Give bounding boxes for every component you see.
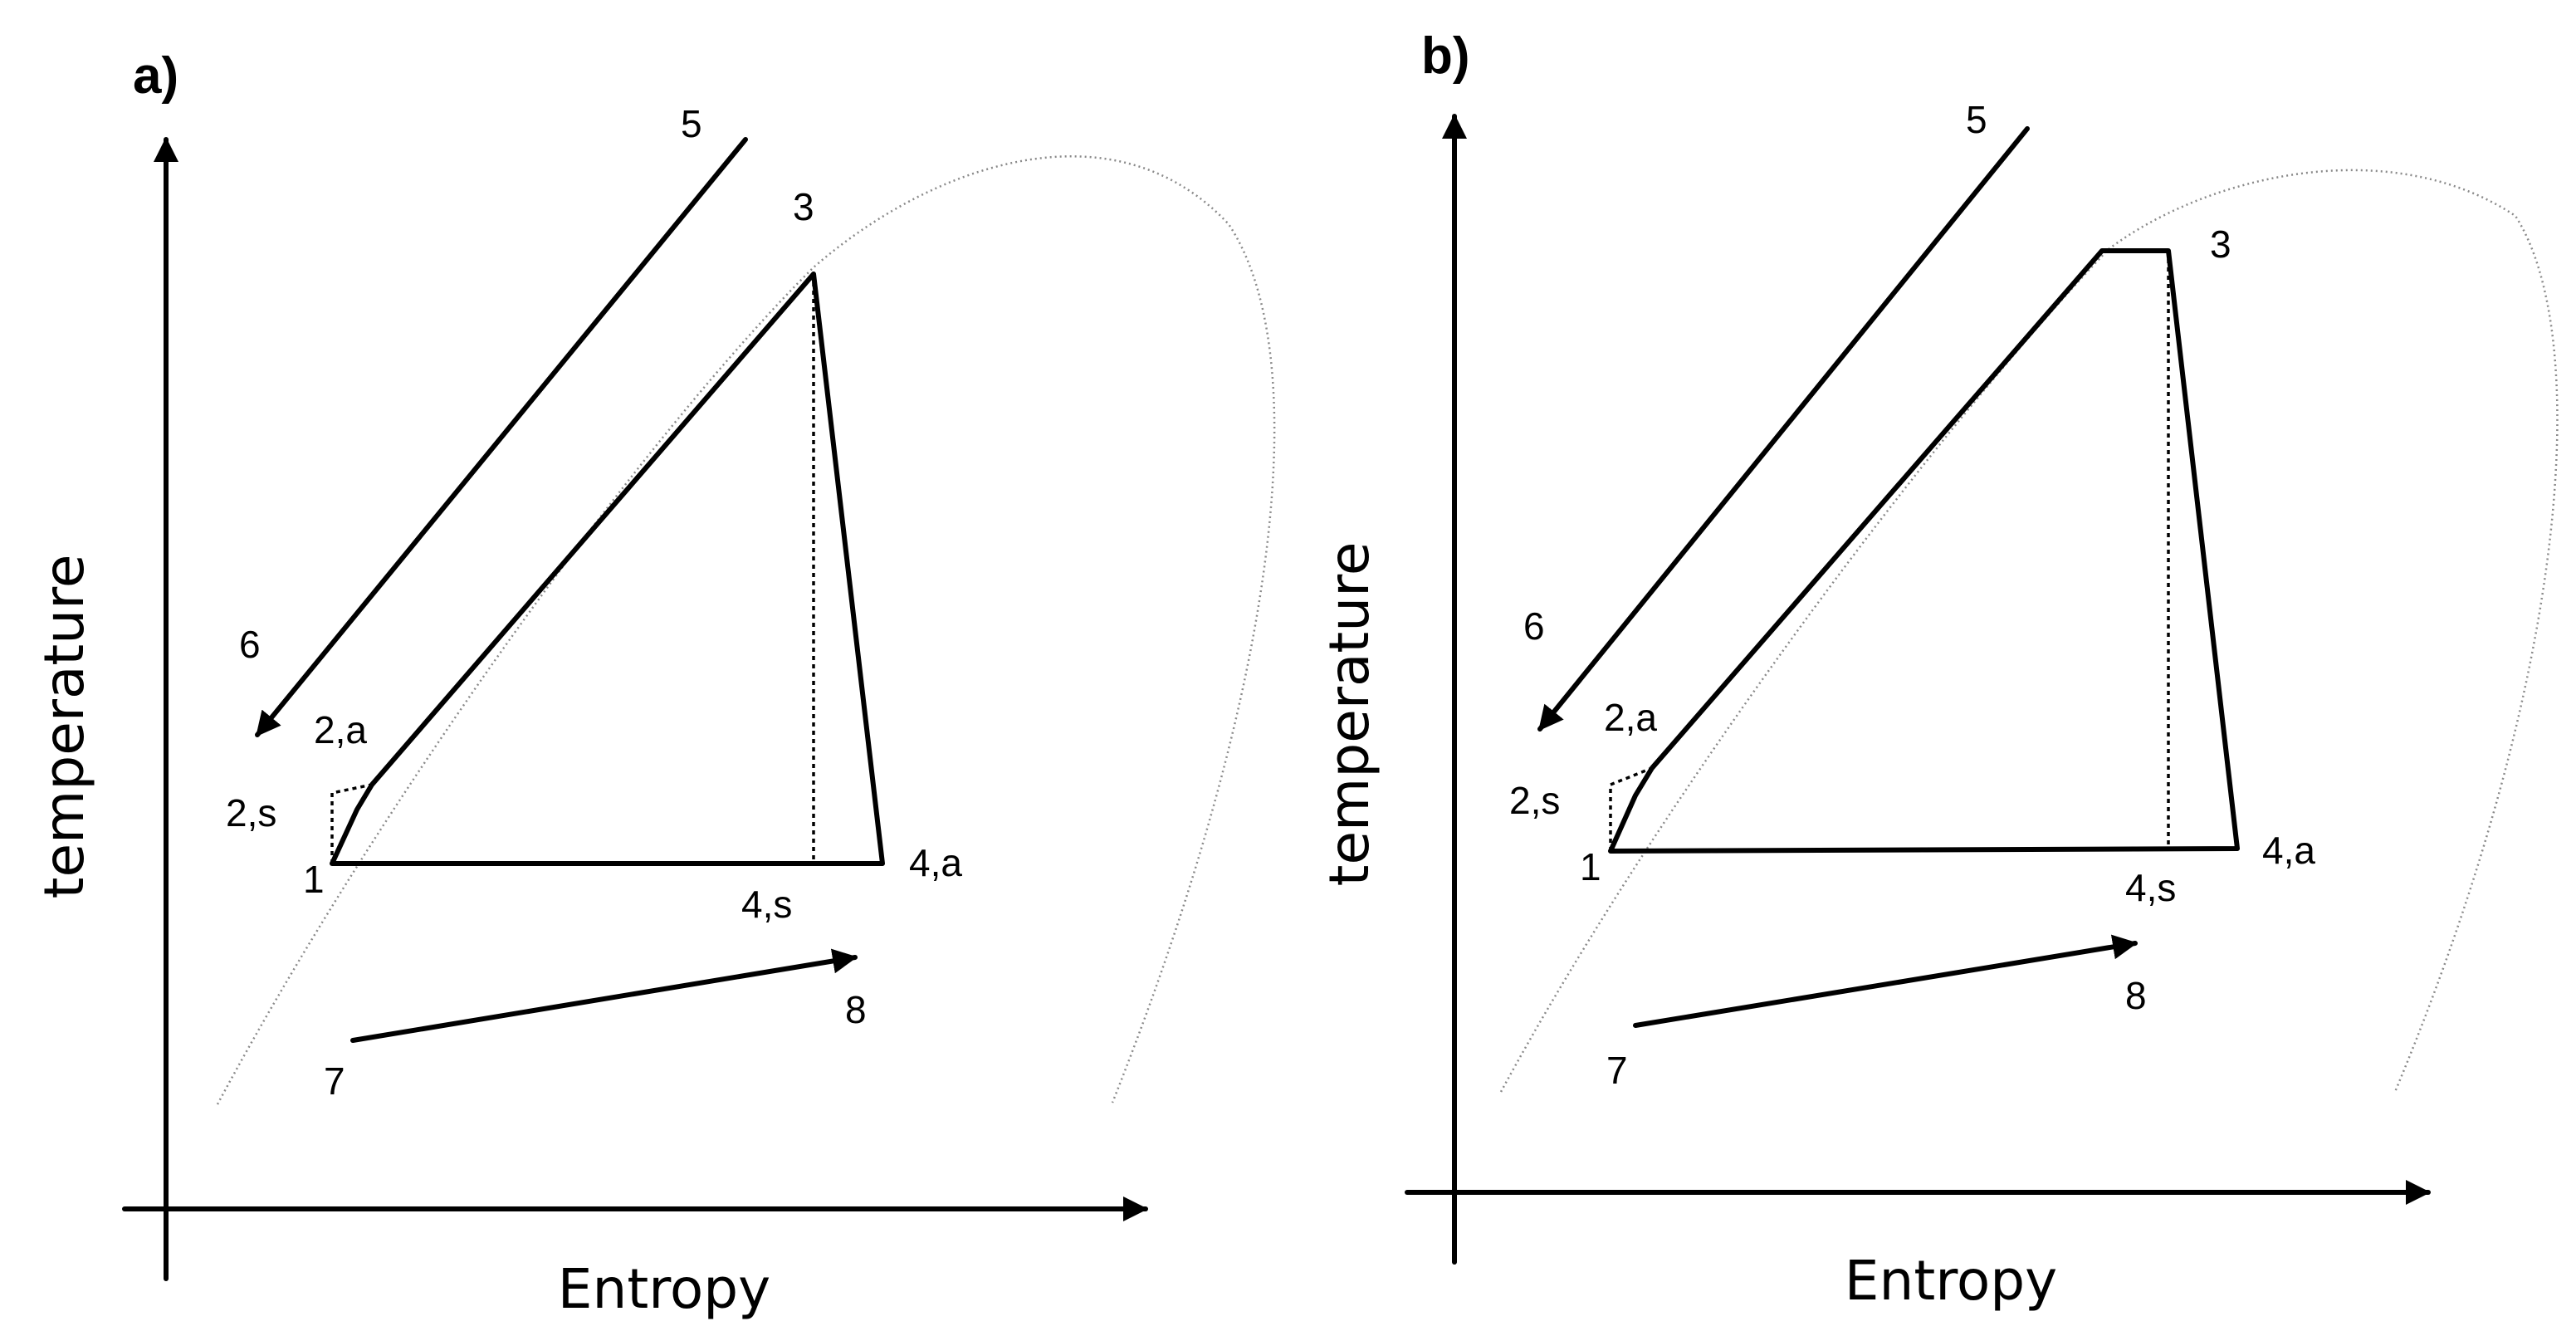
panel-a-cycle-path	[330, 272, 885, 866]
panel-b-cycle-path	[1608, 248, 2240, 854]
panel-b-label-8: 8	[2125, 974, 2147, 1017]
panel-a-label-6: 6	[239, 623, 261, 666]
panel-a-saturation-dome	[216, 155, 1276, 1105]
panel-a-cold-stream-arrow	[350, 948, 858, 1043]
panel-b-label-2s: 2,s	[1509, 779, 1560, 822]
panel-a-label-7: 7	[324, 1059, 345, 1103]
panel-a-label-5: 5	[681, 102, 702, 145]
panel-b-hot-stream-arrow	[1537, 126, 2030, 732]
panel-a-label-1: 1	[303, 858, 325, 901]
panel-b-label-2a: 2,a	[1604, 696, 1657, 739]
panel-a: a) temperature Entropy 1 2,s 2,a 3 4,s 4…	[32, 47, 1276, 1321]
panel-b-label-4a: 4,a	[2262, 829, 2315, 872]
panel-a-label-4s: 4,s	[741, 883, 792, 926]
panel-b-label-3: 3	[2210, 223, 2231, 266]
panel-a-y-axis-label: temperature	[32, 555, 96, 899]
panel-a-label-2a: 2,a	[314, 708, 367, 751]
panel-b-label-7: 7	[1606, 1049, 1628, 1092]
panel-a-label-3: 3	[793, 185, 814, 228]
panel-a-label-8: 8	[845, 988, 867, 1031]
panel-a-label-2s: 2,s	[226, 791, 276, 834]
panel-b: b) temperature Entropy 1 2,s 2,a 3 4,s 4…	[1317, 27, 2559, 1313]
panel-a-isentropic-compression	[330, 783, 373, 864]
panel-b-label-5: 5	[1966, 98, 1987, 141]
panel-a-hot-stream-arrow	[255, 137, 748, 737]
panel-b-x-axis-label: Entropy	[1845, 1249, 2057, 1313]
panel-a-letter: a)	[133, 47, 178, 105]
panel-b-cold-stream-arrow	[1633, 934, 2138, 1028]
panel-a-x-axis-label: Entropy	[558, 1257, 770, 1321]
panel-b-label-6: 6	[1523, 604, 1545, 648]
panel-b-isentropic-compression	[1609, 766, 1653, 851]
panel-b-y-axis-label: temperature	[1317, 542, 1381, 887]
panel-a-label-4a: 4,a	[909, 841, 962, 884]
panel-b-label-1: 1	[1580, 845, 1601, 888]
panel-b-label-4s: 4,s	[2125, 866, 2176, 909]
panel-b-letter: b)	[1421, 27, 1470, 85]
panel-b-saturation-dome	[1499, 169, 2559, 1093]
